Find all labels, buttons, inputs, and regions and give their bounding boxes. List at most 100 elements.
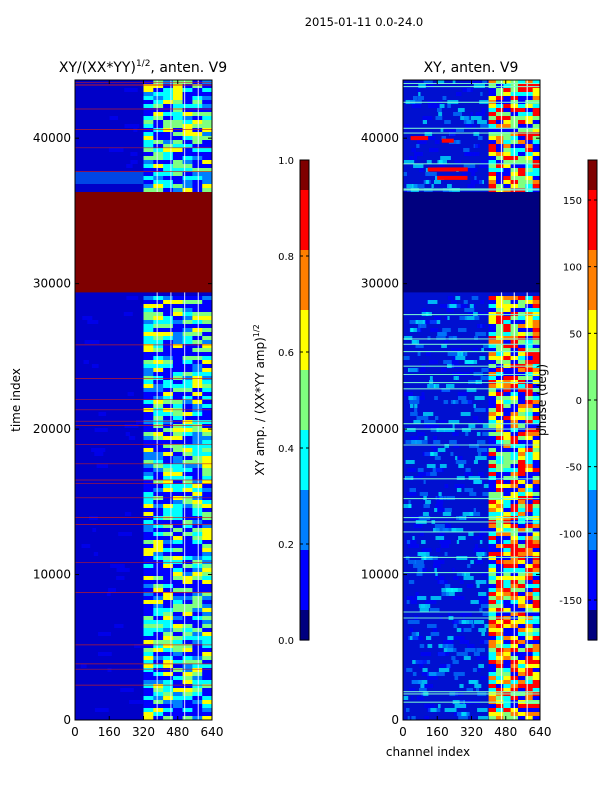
heatmap-cell: [518, 424, 526, 428]
heatmap-cell: [496, 668, 504, 672]
heatmap-cell: [496, 80, 504, 84]
heatmap-cell: [518, 488, 526, 492]
heatmap-cell: [153, 392, 164, 396]
heatmap-cell: [153, 412, 164, 416]
heatmap-cell: [202, 504, 213, 508]
heatmap-cell: [192, 376, 203, 380]
heatmap-cell: [532, 308, 541, 312]
heatmap-cell: [172, 624, 184, 628]
heatmap-cell: [475, 456, 487, 460]
heatmap-cell: [496, 532, 504, 536]
heatmap-cell: [525, 484, 534, 488]
heatmap-cell: [153, 176, 164, 180]
heatmap-cell: [153, 664, 164, 668]
heatmap-cell: [192, 680, 203, 684]
heatmap-cell: [488, 560, 497, 564]
heatmap-cell: [429, 608, 440, 612]
heatmap-cell: [532, 468, 541, 472]
heatmap-cell: [432, 564, 441, 568]
heatmap-cell: [474, 316, 480, 320]
heatmap-cell: [192, 364, 203, 368]
heatmap-cell: [503, 156, 512, 160]
heatmap-cell: [419, 492, 428, 496]
heatmap-cell: [182, 688, 193, 692]
heatmap-cell: [488, 388, 497, 392]
heatmap-cell: [172, 684, 184, 688]
heatmap-cell: [482, 80, 487, 84]
heatmap-cell: [182, 468, 193, 472]
heatmap-cell: [477, 324, 486, 328]
heatmap-cell: [409, 628, 413, 632]
heatmap-cell: [153, 548, 164, 552]
heatmap-cell: [202, 688, 213, 692]
heatmap-cell: [525, 460, 534, 464]
heatmap-cell: [467, 312, 475, 316]
heatmap-cell: [192, 372, 203, 376]
heatmap-cell: [441, 388, 451, 392]
heatmap-cell: [478, 472, 484, 476]
heatmap-cell: [153, 500, 164, 504]
heatmap-cell: [136, 420, 146, 424]
heatmap-cell: [518, 128, 526, 132]
heatmap-cell: [172, 380, 184, 384]
colorbar-segment: [588, 265, 597, 271]
heatmap-cell: [405, 440, 416, 444]
heatmap-cell: [412, 636, 423, 640]
heatmap-cell: [488, 400, 497, 404]
heatmap-cell: [426, 136, 436, 140]
left-plot: XY/(XX*YY)1/2, anten. V9 0 160 320 480 640 0…: [9, 59, 227, 739]
heatmap-cell: [503, 648, 512, 652]
heatmap-cell: [143, 604, 154, 608]
heatmap-cell: [503, 548, 512, 552]
heatmap-cell: [480, 300, 485, 304]
heatmap-cell: [163, 528, 174, 532]
heatmap-cell: [163, 420, 174, 424]
heatmap-cell: [452, 620, 459, 624]
heatmap-cell: [518, 716, 526, 720]
heatmap-cell: [172, 464, 184, 468]
heatmap-cell: [496, 684, 504, 688]
heatmap-cell: [532, 668, 541, 672]
heatmap-cell: [427, 624, 437, 628]
heatmap-cell: [458, 716, 468, 720]
heatmap-cell: [532, 112, 541, 116]
colorbar-segment: [300, 405, 309, 411]
heatmap-cell: [182, 588, 193, 592]
heatmap-cell: [202, 640, 213, 644]
colorbar-segment: [588, 185, 597, 191]
heatmap-cell: [192, 168, 203, 172]
heatmap-cell: [421, 672, 430, 676]
heatmap-cell: [532, 716, 541, 720]
heatmap-cell: [153, 620, 164, 624]
heatmap-cell: [476, 444, 480, 448]
colorbar-segment: [300, 445, 309, 451]
colorbar-segment: [588, 300, 597, 306]
heatmap-cell: [406, 540, 411, 544]
heatmap-cell: [202, 104, 213, 108]
heatmap-cell: [439, 160, 443, 164]
heatmap-cell: [143, 104, 154, 108]
heatmap-cell: [503, 588, 512, 592]
heatmap-cell: [163, 664, 174, 668]
heatmap-cell: [143, 356, 154, 360]
heatmap-cell: [518, 296, 526, 300]
heatmap-cell: [532, 576, 541, 580]
heatmap-cell: [172, 492, 184, 496]
heatmap-cell: [172, 576, 184, 580]
heatmap-cell: [192, 92, 203, 96]
heatmap-cell: [482, 476, 485, 480]
heatmap-cell: [192, 124, 203, 128]
heatmap-cell: [422, 308, 426, 312]
heatmap-cell: [469, 512, 481, 516]
heatmap-cell: [525, 608, 534, 612]
heatmap-cell: [172, 528, 184, 532]
heatmap-cell: [442, 512, 452, 516]
heatmap-cell: [411, 696, 414, 700]
heatmap-cell: [163, 600, 174, 604]
heatmap-cell: [163, 552, 174, 556]
colorbar-segment: [588, 470, 597, 476]
heatmap-cell: [473, 460, 478, 464]
colorbar-segment: [300, 585, 309, 591]
heatmap-cell: [182, 608, 193, 612]
heatmap-cell: [202, 620, 213, 624]
